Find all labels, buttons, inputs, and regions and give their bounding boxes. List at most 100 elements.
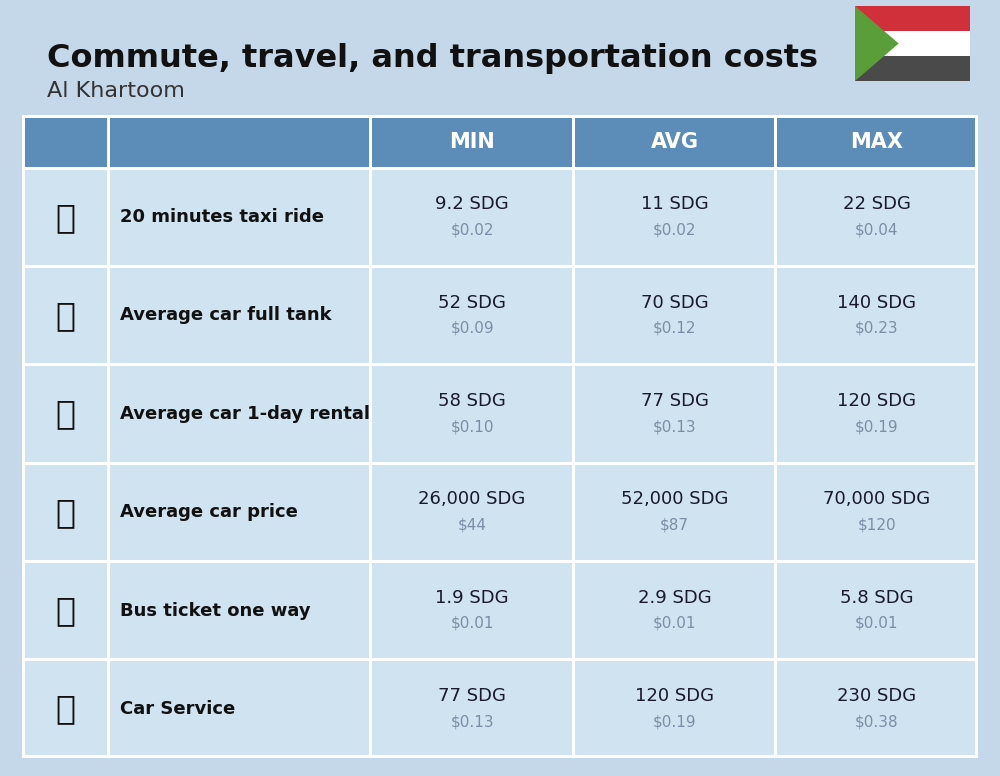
Text: 9.2 SDG: 9.2 SDG (435, 196, 509, 213)
Bar (572, 660, 575, 758)
Text: MAX: MAX (850, 132, 903, 152)
Bar (22, 363, 978, 366)
Bar (369, 561, 372, 660)
Text: $44: $44 (458, 518, 487, 532)
Bar (774, 561, 777, 660)
Bar (572, 266, 575, 365)
Text: Al Khartoom: Al Khartoom (47, 81, 185, 101)
Text: 120 SDG: 120 SDG (837, 392, 916, 410)
Bar (22, 559, 978, 563)
Bar (369, 660, 372, 758)
Text: 52 SDG: 52 SDG (438, 294, 506, 312)
Bar (22, 365, 978, 463)
Polygon shape (855, 6, 899, 81)
Bar (107, 168, 110, 266)
Text: AVG: AVG (650, 132, 698, 152)
Text: 52,000 SDG: 52,000 SDG (621, 490, 728, 508)
Bar (572, 365, 575, 463)
Text: 70 SDG: 70 SDG (641, 294, 708, 312)
Text: 70,000 SDG: 70,000 SDG (823, 490, 930, 508)
Bar (22, 167, 978, 169)
Bar (855, 31, 970, 56)
Text: $0.23: $0.23 (855, 320, 899, 336)
Bar (107, 561, 110, 660)
Bar (107, 266, 110, 365)
Text: $0.02: $0.02 (450, 223, 494, 237)
Text: $0.01: $0.01 (450, 616, 494, 631)
Text: $0.13: $0.13 (653, 419, 696, 434)
Text: 58 SDG: 58 SDG (438, 392, 506, 410)
Bar (975, 116, 978, 758)
Text: 2.9 SDG: 2.9 SDG (638, 589, 711, 607)
Bar (774, 463, 777, 561)
Text: 77 SDG: 77 SDG (641, 392, 708, 410)
Bar (855, 6, 970, 31)
Text: 🚌: 🚌 (55, 594, 75, 627)
Text: Average car price: Average car price (120, 503, 298, 521)
Bar (369, 116, 372, 168)
Bar (22, 266, 978, 365)
Text: $0.09: $0.09 (450, 320, 494, 336)
Bar (369, 365, 372, 463)
Text: Bus ticket one way: Bus ticket one way (120, 601, 311, 619)
Bar (369, 266, 372, 365)
Text: $0.19: $0.19 (653, 714, 696, 729)
Text: 1.9 SDG: 1.9 SDG (435, 589, 509, 607)
Bar (572, 168, 575, 266)
Text: ⛽: ⛽ (55, 299, 75, 332)
Bar (22, 463, 978, 561)
Text: 77 SDG: 77 SDG (438, 687, 506, 705)
Bar (22, 168, 978, 266)
Bar (22, 115, 978, 117)
Bar (107, 660, 110, 758)
Text: 🔧: 🔧 (55, 692, 75, 726)
Bar (855, 56, 970, 81)
Bar (22, 658, 978, 661)
Text: $0.02: $0.02 (653, 223, 696, 237)
Text: $0.01: $0.01 (653, 616, 696, 631)
Bar (774, 660, 777, 758)
Bar (572, 116, 575, 168)
Bar (22, 755, 978, 758)
Text: $0.12: $0.12 (653, 320, 696, 336)
Text: 26,000 SDG: 26,000 SDG (418, 490, 526, 508)
Bar (107, 365, 110, 463)
Text: Average car full tank: Average car full tank (120, 307, 332, 324)
Text: 🚗: 🚗 (55, 496, 75, 528)
Text: 🚙: 🚙 (55, 397, 75, 431)
Text: 11 SDG: 11 SDG (641, 196, 708, 213)
Bar (22, 561, 978, 660)
Bar (22, 265, 978, 268)
Bar (22, 462, 978, 465)
Text: 230 SDG: 230 SDG (837, 687, 916, 705)
Text: $0.19: $0.19 (855, 419, 899, 434)
Bar (107, 116, 110, 168)
Text: $120: $120 (858, 518, 896, 532)
Text: $0.13: $0.13 (450, 714, 494, 729)
Bar (22, 660, 978, 758)
Text: $0.10: $0.10 (450, 419, 494, 434)
Text: $0.38: $0.38 (855, 714, 899, 729)
Text: Car Service: Car Service (120, 700, 235, 718)
Text: $0.01: $0.01 (855, 616, 899, 631)
Bar (572, 463, 575, 561)
Bar (369, 168, 372, 266)
Bar (774, 168, 777, 266)
Bar (107, 463, 110, 561)
Text: Commute, travel, and transportation costs: Commute, travel, and transportation cost… (47, 43, 818, 74)
Text: 120 SDG: 120 SDG (635, 687, 714, 705)
Bar (572, 561, 575, 660)
Text: MIN: MIN (449, 132, 495, 152)
Bar (369, 463, 372, 561)
Text: $0.04: $0.04 (855, 223, 899, 237)
Text: 5.8 SDG: 5.8 SDG (840, 589, 914, 607)
Bar (22, 116, 25, 758)
Bar (774, 365, 777, 463)
Text: Average car 1-day rental: Average car 1-day rental (120, 405, 370, 423)
Bar (774, 266, 777, 365)
Text: $87: $87 (660, 518, 689, 532)
Text: 22 SDG: 22 SDG (843, 196, 911, 213)
Text: 🚕: 🚕 (55, 201, 75, 234)
Text: 140 SDG: 140 SDG (837, 294, 916, 312)
Bar (774, 116, 777, 168)
